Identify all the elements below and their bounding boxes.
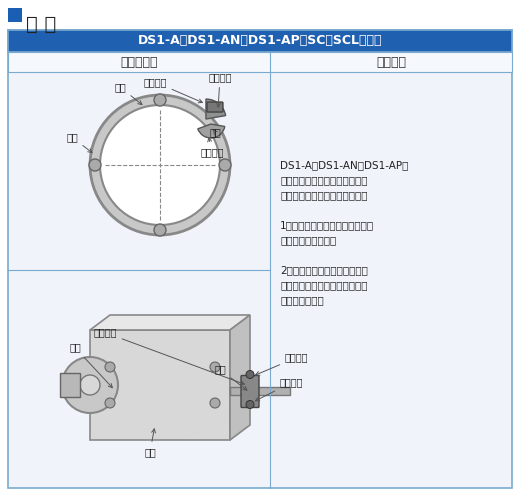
Text: 螺絲即可固定。: 螺絲即可固定。: [280, 295, 324, 305]
Text: 整夾頭的開合角度，: 整夾頭的開合角度，: [280, 235, 336, 245]
Text: 聯接螺絲: 聯接螺絲: [255, 353, 308, 375]
Text: 感應開關: 感應開關: [93, 327, 244, 384]
Text: 夾頭: 夾頭: [214, 365, 247, 390]
Bar: [60, 373, 80, 397]
Circle shape: [62, 357, 118, 413]
Text: 緊定螺絲: 緊定螺絲: [255, 377, 304, 401]
Text: 1、鬆開聯接螺絲及緊定螺絲，調: 1、鬆開聯接螺絲及緊定螺絲，調: [280, 220, 374, 230]
Circle shape: [80, 375, 100, 395]
Text: 列感應開關無需安裝附件，可直: 列感應開關無需安裝附件，可直: [280, 175, 368, 185]
Text: 缸體: 缸體: [114, 82, 142, 105]
FancyBboxPatch shape: [8, 8, 22, 22]
Text: 安裝示意圖: 安裝示意圖: [120, 56, 158, 68]
Text: 感應開關: 感應開關: [143, 77, 202, 103]
Text: 接固定在氣缸上，方便又快捷。: 接固定在氣缸上，方便又快捷。: [280, 190, 368, 200]
Text: 安 裝: 安 裝: [26, 15, 56, 34]
Text: 安裝方法: 安裝方法: [376, 56, 406, 68]
Bar: [90, 330, 230, 440]
Text: 拉杆: 拉杆: [66, 132, 92, 153]
FancyBboxPatch shape: [241, 375, 259, 408]
Circle shape: [154, 94, 166, 106]
Circle shape: [210, 362, 220, 372]
Circle shape: [90, 95, 230, 235]
Circle shape: [154, 224, 166, 236]
Circle shape: [100, 105, 220, 225]
Bar: [8, 30, 512, 52]
Circle shape: [210, 398, 220, 408]
Text: 拉杆: 拉杆: [69, 343, 112, 388]
Text: 緊定螺絲: 緊定螺絲: [200, 138, 224, 157]
Text: 調整至適當位置後適當擰緊緊定: 調整至適當位置後適當擰緊緊定: [280, 280, 368, 290]
Circle shape: [105, 362, 115, 372]
Bar: [230, 386, 290, 394]
Text: 聯接螺絲: 聯接螺絲: [208, 72, 232, 107]
Wedge shape: [198, 124, 225, 138]
Wedge shape: [206, 99, 226, 119]
Circle shape: [105, 398, 115, 408]
Text: 夾頭: 夾頭: [209, 127, 221, 137]
Circle shape: [246, 400, 254, 409]
Text: DS1-A、DS1-AN、DS1-AP系: DS1-A、DS1-AN、DS1-AP系: [280, 160, 408, 170]
Bar: [8, 52, 512, 72]
Polygon shape: [90, 315, 250, 330]
Text: 2、將感應開關扣至拉杆上，并: 2、將感應開關扣至拉杆上，并: [280, 265, 368, 275]
Circle shape: [246, 371, 254, 378]
Text: 缸體: 缸體: [144, 429, 156, 457]
Circle shape: [219, 159, 231, 171]
Circle shape: [89, 159, 101, 171]
FancyBboxPatch shape: [207, 102, 223, 112]
Text: DS1-A、DS1-AN、DS1-AP（SC、SCL系列）: DS1-A、DS1-AN、DS1-AP（SC、SCL系列）: [138, 35, 382, 48]
Polygon shape: [230, 315, 250, 440]
